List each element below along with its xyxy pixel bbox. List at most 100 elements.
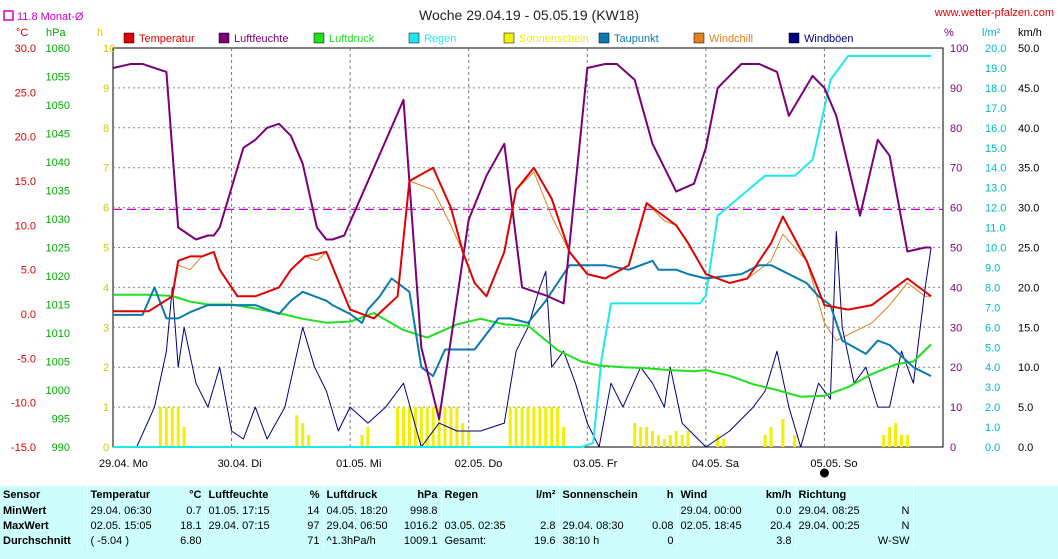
sunshine-bars xyxy=(158,407,909,447)
sunshine-bar xyxy=(888,427,892,447)
legend-swatch xyxy=(218,32,230,44)
unit-pct: % xyxy=(944,27,954,39)
rain-axis-tick-label: 17.0 xyxy=(985,103,1006,115)
sunshine-bar xyxy=(651,431,654,447)
legend-swatch xyxy=(598,32,610,44)
sunshine-bar xyxy=(431,407,435,447)
humidity-axis-tick-label: 10 xyxy=(950,402,962,414)
legend-swatch xyxy=(408,32,420,44)
sunshine-bar xyxy=(396,407,400,447)
sunshine-bar xyxy=(781,419,785,447)
temp-axis-tick-label: 0.0 xyxy=(21,309,36,321)
sunshine-bar xyxy=(437,407,441,447)
stats-cell-right: 1009.1 xyxy=(403,535,438,547)
stats-group-header-left: Temperatur xyxy=(90,489,151,501)
sunshine-bar xyxy=(900,435,903,447)
rain-axis-tick-label: 18.0 xyxy=(985,83,1006,95)
stats-group-header-left: Regen xyxy=(444,489,479,501)
unit-sun: h xyxy=(97,27,103,39)
sunshine-bar xyxy=(307,435,311,447)
sunshine-bar xyxy=(467,431,471,447)
stats-cell: 29.04. 08:25 N xyxy=(794,504,913,519)
rain-axis-tick-label: 14.0 xyxy=(985,163,1006,175)
sunshine-bar xyxy=(639,427,643,447)
stats-cell: 02.05. 18:45 20.4 xyxy=(676,519,795,534)
stats-group-header-right: °C xyxy=(189,489,202,501)
sunshine-bar xyxy=(556,407,560,447)
legend-label: Luftfeuchte xyxy=(234,33,288,45)
sunshine-bar xyxy=(686,431,690,447)
stats-cell-right: 18.1 xyxy=(180,520,202,532)
stats-group-header-right: l/m² xyxy=(535,489,556,501)
legend-swatch xyxy=(313,32,325,44)
legend-label: Taupunkt xyxy=(614,33,659,45)
stats-cell-right: W-SW xyxy=(877,535,910,547)
sunshine-bar xyxy=(793,435,797,447)
sunshine-bar xyxy=(295,415,299,447)
stats-cell: 03.05. 02:35 2.8 xyxy=(440,519,559,534)
stats-cell-left: 29.04. 06:30 xyxy=(90,505,152,517)
stats-cell: 29.04. 06:50 1016.2 xyxy=(322,519,441,534)
press-axis-tick-label: 1000 xyxy=(46,385,70,397)
sunshine-bar xyxy=(656,435,660,447)
temp-axis-tick-label: 10.0 xyxy=(15,220,36,232)
press-axis-tick-label: 1025 xyxy=(46,243,70,255)
stats-cell-right: 6.80 xyxy=(180,535,202,547)
stats-sensor-header: Sensor xyxy=(3,489,41,501)
stats-cell: ^1.3hPa/h 1009.1 xyxy=(322,534,441,549)
sunshine-bar xyxy=(550,407,554,447)
wind-axis-tick-label: 50.0 xyxy=(1018,43,1039,55)
legend-label: Windböen xyxy=(804,33,854,45)
series-lines xyxy=(112,55,932,448)
stats-group-header: Regen l/m² xyxy=(440,486,559,504)
rain-axis-tick-label: 16.0 xyxy=(985,123,1006,135)
stats-cell-right: 0.7 xyxy=(186,505,202,517)
stats-group-header: Luftdruck hPa xyxy=(322,486,441,504)
stats-group-header: Luftfeuchte% xyxy=(204,486,323,504)
temp-axis-tick-label: 30.0 xyxy=(15,43,36,55)
rain-axis-tick-label: 3.0 xyxy=(985,382,1000,394)
stats-cell-left: 01.05. 17:15 xyxy=(208,505,270,517)
axes: -15.0-10.0-5.00.05.010.015.020.025.030.0… xyxy=(11,43,1040,454)
stats-cell-left: 29.04. 06:50 xyxy=(326,520,388,532)
sunshine-bar xyxy=(461,423,465,447)
site-link[interactable]: www.wetter-pfalzen.com xyxy=(934,7,1054,19)
sunshine-bar xyxy=(301,423,305,447)
press-axis-tick-label: 1060 xyxy=(46,43,70,55)
sunshine-bar xyxy=(164,407,168,447)
press-axis-tick-label: 1030 xyxy=(46,214,70,226)
chart-title: Woche 29.04.19 - 05.05.19 (KW18) xyxy=(419,7,639,23)
rain-axis-tick-label: 20.0 xyxy=(985,43,1006,55)
rain-axis-tick-label: 11.0 xyxy=(985,223,1006,235)
sunshine-bar xyxy=(722,439,726,447)
stats-cell-left: Gesamt: xyxy=(444,535,487,547)
sunshine-bar xyxy=(526,407,530,447)
wind-axis-tick-label: 45.0 xyxy=(1018,83,1039,95)
press-axis-tick-label: 1055 xyxy=(46,72,70,84)
stats-cell-right: 14 xyxy=(307,505,320,517)
sun-axis-tick-label: 2 xyxy=(103,362,109,374)
press-axis-tick-label: 1010 xyxy=(46,328,70,340)
press-axis-tick-label: 1050 xyxy=(46,100,70,112)
rain-axis-tick-label: 15.0 xyxy=(985,143,1006,155)
wind-axis-tick-label: 40.0 xyxy=(1018,123,1039,135)
stats-group-header-left: Luftfeuchte xyxy=(208,489,269,501)
temp-axis-tick-label: 25.0 xyxy=(15,87,36,99)
sun-axis-tick-label: 6 xyxy=(103,203,109,215)
legend-swatch xyxy=(503,32,515,44)
sunshine-bar xyxy=(366,427,370,447)
stats-cell-right: 71 xyxy=(307,535,320,547)
stats-empty xyxy=(912,534,1058,549)
humidity-axis-tick-label: 100 xyxy=(950,43,968,55)
unit-temp: °C xyxy=(16,27,28,39)
stats-cell-right: 97 xyxy=(307,520,320,532)
sunshine-bar xyxy=(532,407,536,447)
rain-axis-tick-label: 6.0 xyxy=(985,322,1000,334)
stats-cell-left: 02.05. 15:05 xyxy=(90,520,152,532)
temp-axis-tick-label: -5.0 xyxy=(17,353,36,365)
series-temperatur xyxy=(113,166,932,320)
month-avg-label: 11.8 Monat-Ø xyxy=(17,11,84,23)
stats-cell: Gesamt: 19.6 xyxy=(440,534,559,549)
press-axis-tick-label: 1020 xyxy=(46,271,70,283)
x-axis-labels: 29.04. Mo 30.04. Di 01.05. Mi 02.05. Do 03.0… xyxy=(99,458,858,478)
